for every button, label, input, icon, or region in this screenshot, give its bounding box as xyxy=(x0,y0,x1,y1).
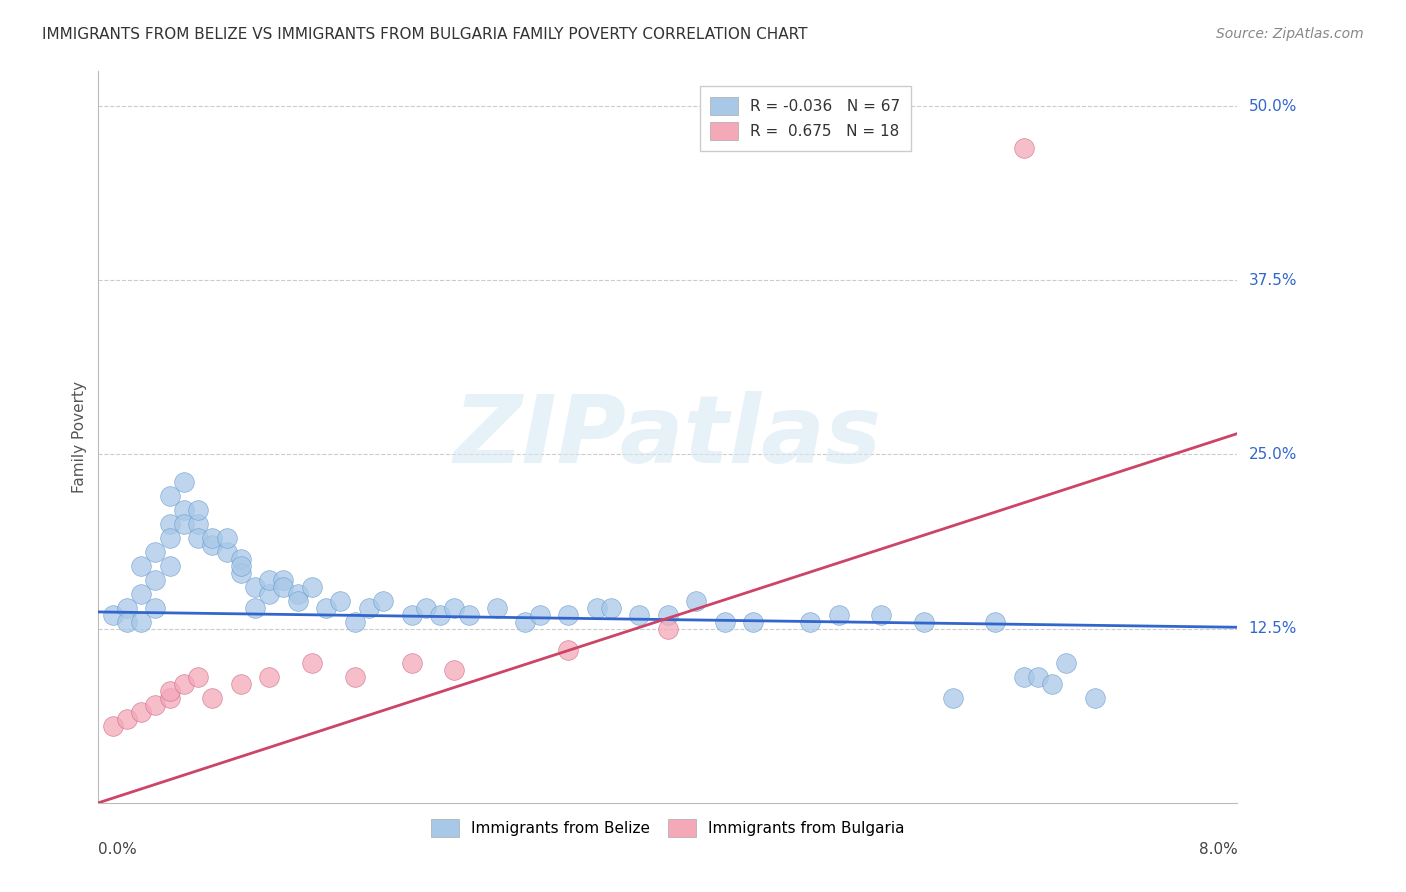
Point xyxy=(259,573,281,587)
Point xyxy=(215,545,238,559)
Point xyxy=(287,587,309,601)
Text: 0.0%: 0.0% xyxy=(98,842,138,856)
Point xyxy=(159,691,181,706)
Point xyxy=(443,600,465,615)
Point xyxy=(145,573,167,587)
Point xyxy=(529,607,551,622)
Point xyxy=(173,517,195,532)
Point xyxy=(129,705,152,719)
Point xyxy=(145,698,167,713)
Point xyxy=(870,607,893,622)
Point xyxy=(273,580,295,594)
Point xyxy=(259,670,281,684)
Point xyxy=(984,615,1007,629)
Point xyxy=(357,600,380,615)
Point xyxy=(187,517,209,532)
Point xyxy=(301,580,323,594)
Text: 12.5%: 12.5% xyxy=(1249,621,1296,636)
Point xyxy=(115,600,138,615)
Point xyxy=(229,552,252,566)
Point xyxy=(115,615,138,629)
Text: ZIPatlas: ZIPatlas xyxy=(454,391,882,483)
Point xyxy=(1040,677,1063,691)
Point xyxy=(714,615,737,629)
Point xyxy=(129,615,152,629)
Text: 8.0%: 8.0% xyxy=(1198,842,1237,856)
Point xyxy=(159,558,181,573)
Point xyxy=(301,657,323,671)
Point xyxy=(173,475,195,490)
Point xyxy=(401,657,423,671)
Point xyxy=(799,615,821,629)
Point xyxy=(129,558,152,573)
Point xyxy=(443,664,465,678)
Text: 37.5%: 37.5% xyxy=(1249,273,1296,288)
Point xyxy=(942,691,965,706)
Point xyxy=(159,517,181,532)
Point xyxy=(557,642,579,657)
Point xyxy=(657,607,679,622)
Point xyxy=(557,607,579,622)
Point xyxy=(486,600,509,615)
Point xyxy=(1084,691,1107,706)
Point xyxy=(329,594,352,608)
Point xyxy=(1012,670,1035,684)
Point xyxy=(229,558,252,573)
Point xyxy=(828,607,851,622)
Point xyxy=(657,622,679,636)
Point xyxy=(343,670,366,684)
Point xyxy=(429,607,451,622)
Point xyxy=(259,587,281,601)
Point xyxy=(145,600,167,615)
Point xyxy=(201,531,224,545)
Point xyxy=(742,615,765,629)
Point xyxy=(912,615,935,629)
Text: Source: ZipAtlas.com: Source: ZipAtlas.com xyxy=(1216,27,1364,41)
Point xyxy=(315,600,337,615)
Point xyxy=(1056,657,1078,671)
Point xyxy=(129,587,152,601)
Point xyxy=(187,670,209,684)
Point xyxy=(159,531,181,545)
Point xyxy=(243,600,266,615)
Point xyxy=(585,600,607,615)
Point xyxy=(401,607,423,622)
Point xyxy=(415,600,437,615)
Point xyxy=(101,607,124,622)
Point xyxy=(287,594,309,608)
Point xyxy=(229,677,252,691)
Point xyxy=(201,538,224,552)
Point xyxy=(173,677,195,691)
Text: 25.0%: 25.0% xyxy=(1249,447,1296,462)
Point xyxy=(229,566,252,580)
Point xyxy=(159,684,181,698)
Point xyxy=(685,594,707,608)
Point xyxy=(600,600,623,615)
Point xyxy=(159,489,181,503)
Point xyxy=(115,712,138,726)
Point xyxy=(187,503,209,517)
Text: 50.0%: 50.0% xyxy=(1249,99,1296,113)
Point xyxy=(145,545,167,559)
Point xyxy=(201,691,224,706)
Point xyxy=(1012,141,1035,155)
Point xyxy=(343,615,366,629)
Point xyxy=(1026,670,1049,684)
Point xyxy=(628,607,651,622)
Point xyxy=(273,573,295,587)
Point xyxy=(173,503,195,517)
Point xyxy=(101,719,124,733)
Point xyxy=(243,580,266,594)
Point xyxy=(457,607,479,622)
Point xyxy=(215,531,238,545)
Y-axis label: Family Poverty: Family Poverty xyxy=(72,381,87,493)
Point xyxy=(187,531,209,545)
Point xyxy=(515,615,537,629)
Legend: Immigrants from Belize, Immigrants from Bulgaria: Immigrants from Belize, Immigrants from … xyxy=(425,813,911,843)
Point xyxy=(371,594,394,608)
Text: IMMIGRANTS FROM BELIZE VS IMMIGRANTS FROM BULGARIA FAMILY POVERTY CORRELATION CH: IMMIGRANTS FROM BELIZE VS IMMIGRANTS FRO… xyxy=(42,27,807,42)
